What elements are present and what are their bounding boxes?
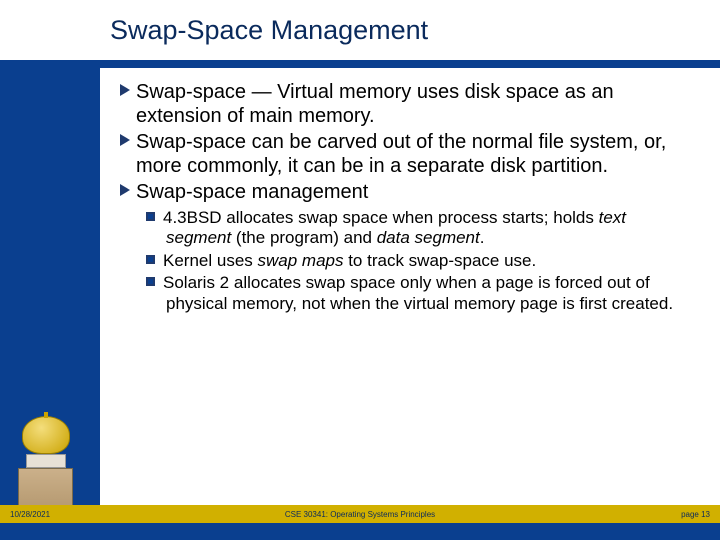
bullet-text: Solaris 2 allocates swap space only when… <box>163 273 673 312</box>
title-rule <box>0 60 720 68</box>
bullet-text: 4.3BSD allocates swap space when process… <box>163 208 626 247</box>
slide: Swap-Space Management Swap-space — Virtu… <box>0 0 720 540</box>
bullet-text: Swap-space management <box>136 181 368 203</box>
arrow-bullet-icon <box>120 84 130 96</box>
bullet-level2: 4.3BSD allocates swap space when process… <box>146 208 690 249</box>
footer-date: 10/28/2021 <box>0 505 100 523</box>
footer-page: page 13 <box>620 505 720 523</box>
sub-bullets: 4.3BSD allocates swap space when process… <box>120 208 690 314</box>
footer-bottom-strip <box>0 523 720 540</box>
footer: 10/28/2021 CSE 30341: Operating Systems … <box>0 505 720 540</box>
bullet-text: Swap-space — Virtual memory uses disk sp… <box>136 81 614 127</box>
square-bullet-icon <box>146 212 155 221</box>
arrow-bullet-icon <box>120 134 130 146</box>
square-bullet-icon <box>146 277 155 286</box>
bullet-level1: Swap-space can be carved out of the norm… <box>120 130 690 178</box>
square-bullet-icon <box>146 255 155 264</box>
title-bar: Swap-Space Management <box>0 0 720 60</box>
bullet-text: Kernel uses swap maps to track swap-spac… <box>163 251 536 270</box>
footer-course: CSE 30341: Operating Systems Principles <box>100 505 620 523</box>
bullet-text: Swap-space can be carved out of the norm… <box>136 131 666 177</box>
slide-title: Swap-Space Management <box>0 15 428 46</box>
arrow-bullet-icon <box>120 184 130 196</box>
bullet-level1: Swap-space — Virtual memory uses disk sp… <box>120 80 690 128</box>
footer-top: 10/28/2021 CSE 30341: Operating Systems … <box>0 505 720 523</box>
bullet-level2: Kernel uses swap maps to track swap-spac… <box>146 251 690 271</box>
dome-logo <box>8 415 83 510</box>
bullet-level1: Swap-space management <box>120 180 690 204</box>
content-area: Swap-space — Virtual memory uses disk sp… <box>120 80 690 316</box>
bullet-level2: Solaris 2 allocates swap space only when… <box>146 273 690 314</box>
